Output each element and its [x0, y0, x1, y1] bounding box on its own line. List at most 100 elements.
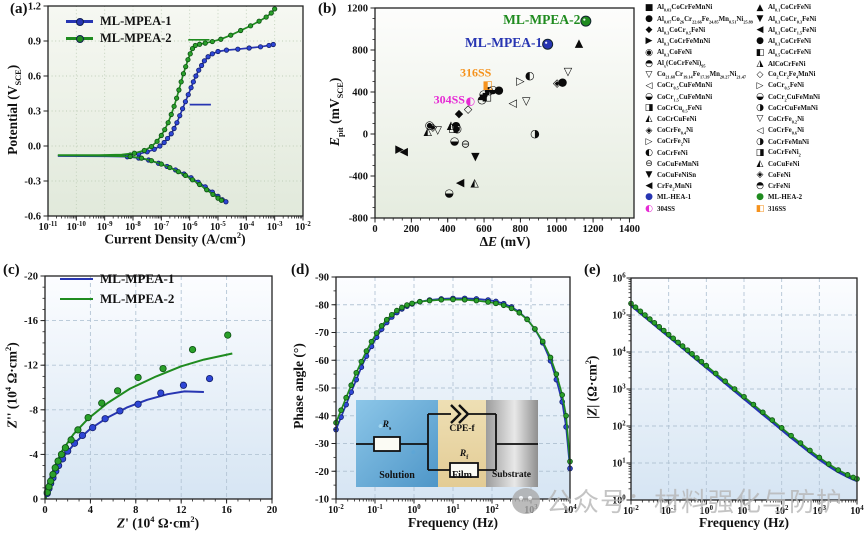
legend-marker-glyph: ●	[645, 14, 653, 25]
legend-entry: ◒ CoCr1.5CuFeMnNi	[643, 92, 754, 103]
legend-entry: ▼ Al0.3CoCr0.3FeNi	[754, 14, 865, 25]
legend-marker-glyph: ◨	[644, 103, 654, 114]
svg-text:◒: ◒	[450, 134, 460, 147]
legend-marker-glyph: ◁	[645, 81, 653, 92]
svg-text:-40: -40	[315, 411, 329, 422]
svg-text:10-4: 10-4	[238, 221, 254, 233]
svg-text:102: 102	[485, 504, 499, 516]
legend-alloy-label: CoCrFeMnNi	[768, 138, 809, 146]
legend-alloy-label: Al0.3CoFeNi	[657, 48, 692, 58]
svg-text:600: 600	[476, 224, 492, 235]
legend-alloy-label: Co21.68Cr19.14Fe17.39Mn20.27Ni21.47	[657, 71, 747, 80]
svg-text:-400: -400	[349, 172, 368, 183]
legend-item-ML-MPEA-1: ML-MPEA-1	[60, 269, 174, 289]
svg-text:◓: ◓	[477, 93, 487, 106]
svg-text:100: 100	[612, 494, 626, 506]
svg-text:10-1: 10-1	[367, 504, 383, 516]
legend-entry: ◑ CoCrFeMnNi	[754, 137, 865, 148]
svg-text:ML-MPEA-1: ML-MPEA-1	[465, 35, 542, 50]
panel-a-y-axis-title: Potential (VSCE)	[5, 64, 23, 155]
legend-marker-glyph: ◀	[756, 25, 764, 36]
svg-text:-10: -10	[315, 495, 329, 506]
svg-text:◒: ◒	[444, 187, 454, 200]
svg-text:8: 8	[133, 505, 138, 516]
legend-marker-glyph: ◉	[645, 47, 653, 58]
svg-text:0.0: 0.0	[28, 142, 41, 153]
svg-text:10-9: 10-9	[97, 221, 113, 233]
legend-marker-glyph: ◓	[645, 58, 653, 69]
legend-marker-glyph: ▽	[756, 114, 764, 125]
svg-text:▶: ▶	[395, 143, 404, 156]
panel-a-letter: (a)	[10, 1, 28, 17]
legend-entry: ◓ CrFeNi	[754, 181, 865, 192]
legend-entry: ◐ CoCrFeNi	[643, 148, 754, 159]
svg-text:◧: ◧	[482, 79, 492, 92]
panel-e-y-axis-title: |Z| (Ω·cm2)	[583, 355, 600, 419]
svg-text:102: 102	[775, 505, 789, 517]
legend-alloy-label: ML-HEA-2	[768, 194, 803, 202]
svg-text:12: 12	[176, 505, 187, 516]
svg-text:-16: -16	[24, 316, 38, 327]
legend-entry: ▽ CoCrFe0.2Ni	[754, 114, 865, 125]
svg-text:-800: -800	[349, 214, 368, 225]
svg-text:-12: -12	[24, 361, 38, 372]
panel-e-x-axis-title: Frequency (Hz)	[698, 515, 790, 530]
legend-item-ML-MPEA-2: ML-MPEA-2	[60, 289, 174, 309]
svg-text:104: 104	[850, 505, 864, 517]
svg-text:-30: -30	[315, 439, 329, 450]
svg-text:-20: -20	[315, 467, 329, 478]
legend-marker-glyph: ⊖	[645, 159, 653, 170]
svg-text:0.3: 0.3	[28, 107, 41, 118]
legend-alloy-label: AlCoCrFeNi	[768, 60, 806, 68]
panel-c: 0 4 8 12 16 20 0 -4 -8 -12 -16 -20	[24, 272, 277, 517]
legend-alloy-label: Al0.1CoCrFeNi	[768, 4, 811, 13]
legend-marker-glyph: ◧	[755, 203, 765, 214]
svg-text:◒: ◒	[488, 83, 498, 96]
legend-entry: ◒ CoCr2CuFeMnNi	[754, 92, 865, 103]
legend-entry: ◇ Co2Cr2Fe4MnNi	[754, 70, 865, 81]
svg-text:103: 103	[612, 383, 626, 395]
svg-text:10-11: 10-11	[39, 221, 58, 233]
svg-text:10-3: 10-3	[267, 221, 283, 233]
svg-text:◧: ◧	[482, 90, 492, 103]
legend-marker-glyph: ◒	[645, 92, 653, 103]
legend-entry: ◨ CoCrFeNi2	[754, 148, 865, 159]
svg-text:-20: -20	[24, 272, 38, 283]
legend-marker-glyph: ◁	[756, 125, 764, 136]
cpe-label: CPE-f	[449, 424, 475, 434]
legend-marker-glyph: ■	[644, 3, 654, 14]
legend-marker-glyph: ◭	[756, 159, 764, 170]
legend-marker-glyph: ▽	[645, 69, 653, 80]
legend-entry: ◨ CoCrCu0.5FeNi	[643, 103, 754, 114]
legend-marker-glyph: ▲	[756, 3, 764, 14]
svg-text:104: 104	[612, 346, 626, 358]
solution-label: Solution	[379, 470, 415, 481]
legend-alloy-label: CoCuFeNi	[768, 161, 800, 169]
legend-alloy-label: CoCrFe0.2Ni	[768, 115, 804, 125]
legend-label: ML-MPEA-2	[100, 291, 175, 306]
legend-alloy-label: CoCuFeNiSn	[657, 172, 697, 180]
legend-marker-glyph: ◨	[755, 147, 765, 158]
svg-text:▽: ▽	[522, 94, 531, 107]
legend-entry: ◁ CoCrFe0.6Ni	[754, 126, 865, 137]
svg-text:●: ●	[558, 76, 568, 89]
legend-alloy-label: 304SS	[657, 205, 676, 213]
svg-text:0: 0	[42, 505, 47, 516]
film-label: Film	[452, 470, 472, 481]
svg-text:0.6: 0.6	[28, 72, 41, 83]
panel-a: 10-11 10-10 10-9 10-8 10-7 10-6 10-5 10-4 10-3 10…	[24, 2, 311, 234]
panel-c-x-axis-title: Z' (104 Ω·cm2)	[116, 515, 200, 531]
svg-text:10-2: 10-2	[295, 221, 311, 233]
legend-entry: ◐ 304SS	[643, 204, 754, 215]
svg-text:-80: -80	[315, 300, 329, 311]
svg-text:-50: -50	[315, 384, 329, 395]
legend-marker-glyph: ◀	[645, 181, 653, 192]
legend-alloy-label: CoCrCu0.5FeNi	[657, 104, 702, 114]
legend-label: ML-MPEA-2	[100, 31, 172, 45]
legend-entry: ◉ Al0.3CoFeNi	[643, 48, 754, 59]
legend-entry: ● ML-HEA-1	[643, 192, 754, 203]
svg-text:-0.6: -0.6	[24, 212, 41, 223]
legend-marker-glyph: ◑	[756, 136, 764, 147]
legend-alloy-label: Al0.5CoCrFeNi	[768, 48, 811, 58]
